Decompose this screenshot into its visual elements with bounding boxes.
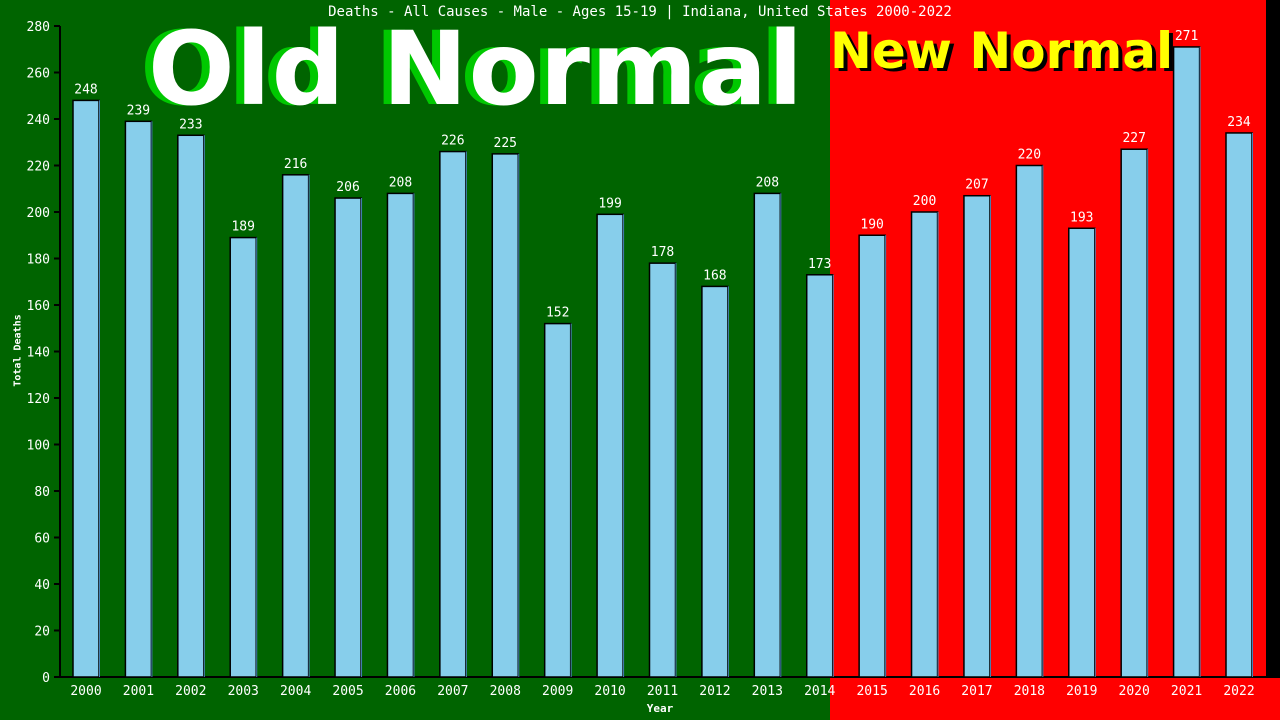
x-tick-label: 2003 bbox=[228, 684, 259, 699]
x-tick-label: 2002 bbox=[175, 684, 206, 699]
x-tick-label: 2021 bbox=[1171, 684, 1202, 699]
x-tick-label: 2010 bbox=[594, 684, 625, 699]
data-label: 248 bbox=[74, 82, 97, 97]
data-label: 239 bbox=[127, 103, 150, 118]
bar bbox=[281, 174, 310, 678]
bar bbox=[439, 150, 467, 678]
bar bbox=[1015, 164, 1044, 678]
bar bbox=[491, 153, 520, 678]
bar bbox=[648, 262, 677, 678]
data-label: 173 bbox=[808, 257, 831, 272]
y-tick-label: 120 bbox=[27, 392, 50, 407]
bar bbox=[334, 197, 362, 678]
bar bbox=[1068, 227, 1096, 678]
y-tick-label: 260 bbox=[27, 67, 50, 82]
bar bbox=[72, 99, 100, 678]
data-label: 206 bbox=[336, 180, 359, 195]
data-label: 225 bbox=[494, 136, 517, 151]
data-label: 234 bbox=[1227, 115, 1251, 130]
data-label: 220 bbox=[1018, 148, 1041, 163]
y-tick-label: 140 bbox=[27, 346, 50, 361]
data-label: 152 bbox=[546, 306, 569, 321]
right-edge bbox=[1266, 0, 1280, 678]
x-tick-label: 2018 bbox=[1014, 684, 1045, 699]
data-label: 271 bbox=[1175, 29, 1198, 44]
x-tick-label: 2019 bbox=[1066, 684, 1097, 699]
data-label: 233 bbox=[179, 117, 202, 132]
x-tick-label: 2011 bbox=[647, 684, 678, 699]
data-label: 200 bbox=[913, 194, 936, 209]
x-tick-label: 2006 bbox=[385, 684, 416, 699]
bar bbox=[1172, 46, 1201, 678]
y-tick-label: 20 bbox=[34, 625, 50, 640]
bar bbox=[701, 285, 729, 678]
y-tick-label: 100 bbox=[27, 439, 50, 454]
y-tick-label: 200 bbox=[27, 206, 50, 221]
bar bbox=[753, 192, 782, 678]
x-tick-label: 2013 bbox=[752, 684, 783, 699]
data-label: 178 bbox=[651, 245, 674, 260]
data-label: 199 bbox=[598, 196, 621, 211]
x-tick-label: 2017 bbox=[961, 684, 992, 699]
x-tick-label: 2009 bbox=[542, 684, 573, 699]
data-label: 207 bbox=[965, 178, 988, 193]
x-axis-label: Year bbox=[646, 702, 674, 715]
y-tick-label: 280 bbox=[27, 20, 50, 35]
y-tick-label: 80 bbox=[34, 485, 50, 500]
y-tick-label: 40 bbox=[34, 578, 50, 593]
x-tick-label: 2005 bbox=[332, 684, 363, 699]
data-label: 189 bbox=[231, 220, 254, 235]
y-tick-label: 0 bbox=[42, 671, 50, 686]
x-tick-label: 2022 bbox=[1223, 684, 1254, 699]
x-tick-label: 2001 bbox=[123, 684, 154, 699]
data-label: 208 bbox=[389, 175, 412, 190]
x-tick-label: 2016 bbox=[909, 684, 940, 699]
bar bbox=[1120, 148, 1148, 678]
bar bbox=[963, 194, 991, 678]
x-tick-label: 2004 bbox=[280, 684, 311, 699]
new-normal-region bbox=[830, 0, 1280, 720]
x-tick-label: 2008 bbox=[490, 684, 521, 699]
y-tick-label: 160 bbox=[27, 299, 50, 314]
data-label: 226 bbox=[441, 134, 464, 149]
data-label: 227 bbox=[1122, 131, 1145, 146]
data-label: 208 bbox=[756, 175, 779, 190]
y-tick-label: 60 bbox=[34, 532, 50, 547]
bar bbox=[910, 211, 939, 678]
data-label: 190 bbox=[860, 217, 883, 232]
data-label: 168 bbox=[703, 268, 726, 283]
x-tick-label: 2020 bbox=[1119, 684, 1150, 699]
bar bbox=[124, 120, 153, 678]
x-tick-label: 2007 bbox=[437, 684, 468, 699]
y-tick-label: 180 bbox=[27, 253, 50, 268]
x-tick-label: 2012 bbox=[699, 684, 730, 699]
x-tick-label: 2000 bbox=[70, 684, 101, 699]
bar bbox=[805, 274, 834, 678]
bar bbox=[229, 236, 257, 678]
y-tick-label: 240 bbox=[27, 113, 50, 128]
bar bbox=[177, 134, 205, 678]
y-tick-label: 220 bbox=[27, 160, 50, 175]
chart-title: Deaths - All Causes - Male - Ages 15-19 … bbox=[328, 4, 952, 20]
bar bbox=[386, 192, 415, 678]
x-tick-label: 2015 bbox=[856, 684, 887, 699]
old-normal-label: Old Normal bbox=[148, 10, 805, 129]
data-label: 193 bbox=[1070, 210, 1093, 225]
bar bbox=[1225, 132, 1253, 678]
bar bbox=[543, 322, 572, 678]
bar bbox=[858, 234, 886, 678]
bar bbox=[596, 213, 624, 678]
x-tick-label: 2014 bbox=[804, 684, 835, 699]
data-label: 216 bbox=[284, 157, 307, 172]
new-normal-label: New Normal bbox=[830, 22, 1174, 80]
